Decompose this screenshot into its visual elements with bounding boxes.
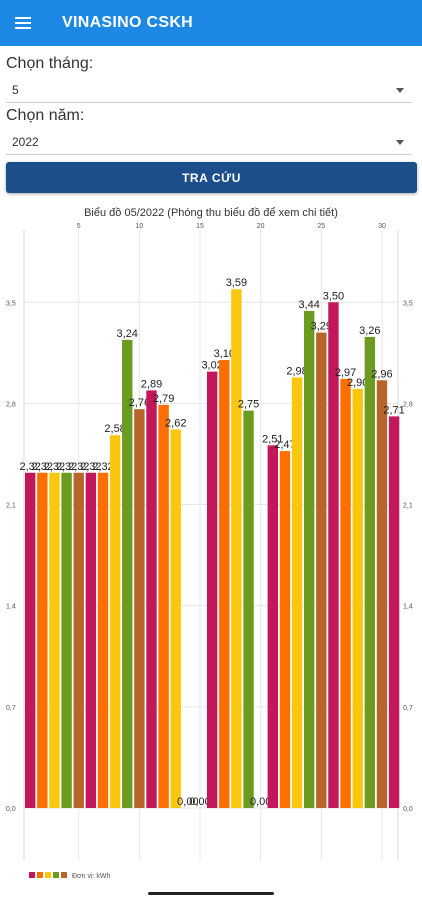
- x-tick-label: 30: [378, 223, 386, 230]
- search-button[interactable]: TRA CỨU: [6, 162, 417, 193]
- bar-day-18: [231, 289, 242, 808]
- bar-day-21: [267, 445, 278, 808]
- x-tick-label: 15: [196, 223, 204, 230]
- chart-title: Biểu đồ 05/2022 (Phóng thu biểu đồ để xe…: [84, 207, 338, 219]
- data-label-day-29: 3,26: [359, 325, 380, 337]
- bar-day-22: [279, 451, 291, 808]
- y-tick-label-right: 0,7: [403, 705, 413, 712]
- data-label-day-11: 2,89: [141, 378, 162, 390]
- data-label-day-5: 2,32: [68, 461, 89, 473]
- bar-day-24: [303, 310, 315, 808]
- data-label-day-31: 2,71: [383, 404, 404, 416]
- data-label-day-17: 3,10: [214, 348, 235, 360]
- data-label-day-23: 2,98: [286, 365, 307, 377]
- data-label-day-18: 3,59: [226, 277, 247, 289]
- bar-day-30: [376, 380, 388, 808]
- bar-day-25: [316, 332, 327, 808]
- bar-day-10: [134, 409, 145, 808]
- bar-day-19: [243, 410, 254, 808]
- year-select[interactable]: 2022: [6, 130, 412, 155]
- legend-swatch: [45, 872, 51, 878]
- data-label-day-24: 3,44: [298, 299, 319, 311]
- bar-day-4: [61, 472, 72, 808]
- y-tick-label-right: 3,5: [403, 300, 413, 307]
- bar-day-12: [158, 404, 169, 808]
- data-label-day-22: 2,47: [274, 439, 295, 451]
- bar-day-31: [388, 416, 400, 808]
- legend-swatch: [29, 872, 35, 878]
- bar-day-3: [49, 472, 60, 808]
- data-label-day-21: 2,51: [262, 433, 283, 445]
- bar-day-6: [85, 472, 97, 808]
- y-tick-label-right: 1,4: [403, 604, 413, 611]
- y-tick-label-right: 2,1: [403, 503, 413, 510]
- data-label-day-15: 0,00: [189, 796, 210, 808]
- bar-day-1: [25, 472, 36, 808]
- bar-day-26: [328, 302, 339, 808]
- data-label-day-7: 2,32: [92, 461, 113, 473]
- month-select[interactable]: 5: [6, 78, 412, 103]
- y-tick-label-left: 2,1: [6, 503, 16, 510]
- home-indicator[interactable]: [148, 892, 274, 895]
- data-label-day-25: 3,29: [311, 321, 332, 333]
- legend-swatch: [37, 872, 43, 878]
- chevron-down-icon: [396, 139, 404, 145]
- data-label-day-16: 3,02: [201, 360, 222, 372]
- bar-day-11: [146, 390, 157, 808]
- bar-day-13: [170, 429, 181, 808]
- bar-day-28: [352, 388, 363, 808]
- energy-bar-chart[interactable]: Biểu đồ 05/2022 (Phóng thu biểu đồ để xe…: [0, 200, 422, 890]
- bar-day-16: [206, 371, 218, 808]
- data-label-day-27: 2,97: [335, 367, 356, 379]
- legend-swatch: [53, 872, 59, 878]
- data-label-day-6: 2,32: [80, 461, 101, 473]
- data-label-day-10: 2,76: [129, 397, 150, 409]
- month-label: Chọn tháng:: [6, 55, 94, 72]
- chevron-down-icon: [396, 87, 404, 93]
- data-label-day-4: 2,32: [56, 461, 77, 473]
- data-label-day-28: 2,90: [347, 377, 368, 389]
- y-tick-label-left: 2,8: [6, 401, 16, 408]
- app-bar: VINASINO CSKH: [0, 0, 422, 46]
- x-tick-label: 10: [135, 223, 143, 230]
- year-label: Chọn năm:: [6, 107, 85, 124]
- data-label-day-2: 2,32: [32, 461, 53, 473]
- y-tick-label-right: 0,0: [403, 806, 413, 813]
- data-label-day-26: 3,50: [323, 290, 344, 302]
- y-tick-label-left: 0,0: [6, 806, 16, 813]
- x-tick-label: 20: [257, 223, 265, 230]
- x-tick-label: 25: [317, 223, 325, 230]
- data-label-day-9: 3,24: [117, 328, 138, 340]
- bar-day-17: [219, 360, 230, 808]
- data-label-day-13: 2,62: [165, 417, 186, 429]
- y-tick-label-left: 3,5: [6, 300, 16, 307]
- data-label-day-20: 0,00: [250, 796, 271, 808]
- bar-day-29: [364, 336, 376, 808]
- hamburger-menu-icon[interactable]: [0, 0, 46, 46]
- legend-label: Đơn vị: kWh: [72, 873, 111, 880]
- y-tick-label-left: 0,7: [6, 705, 16, 712]
- data-label-day-1: 2,32: [19, 461, 40, 473]
- bar-day-7: [97, 472, 109, 808]
- bar-day-27: [340, 378, 351, 808]
- bar-day-23: [291, 377, 303, 808]
- y-tick-label-left: 1,4: [6, 604, 16, 611]
- data-label-day-3: 2,32: [44, 461, 65, 473]
- bar-day-9: [122, 339, 133, 808]
- data-label-day-12: 2,79: [153, 393, 174, 405]
- month-select-value: 5: [12, 83, 19, 97]
- legend-swatch: [61, 872, 67, 878]
- data-label-day-19: 2,75: [238, 399, 259, 411]
- bar-day-5: [73, 472, 84, 808]
- bar-day-8: [109, 435, 121, 808]
- y-tick-label-right: 2,8: [403, 401, 413, 408]
- app-title: VINASINO CSKH: [62, 14, 194, 31]
- data-label-day-8: 2,58: [104, 423, 125, 435]
- x-tick-label: 5: [77, 223, 81, 230]
- data-label-day-14: 0,00: [177, 796, 198, 808]
- bar-day-2: [37, 472, 48, 808]
- data-label-day-30: 2,96: [371, 368, 392, 380]
- year-select-value: 2022: [12, 135, 39, 149]
